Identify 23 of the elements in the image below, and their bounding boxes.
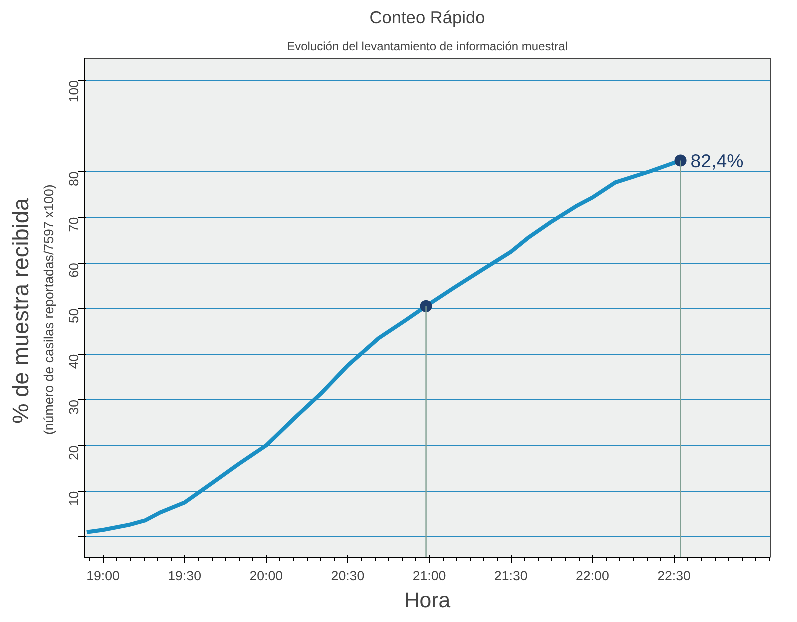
y-tick-label: 10 — [66, 491, 82, 506]
x-tick-label: 20:30 — [331, 568, 365, 584]
y-tick-label: 20 — [66, 446, 82, 460]
y-tick-label: 30 — [66, 400, 82, 415]
y-tick-label: 100 — [66, 80, 82, 103]
x-tick-label: 20:00 — [250, 568, 284, 584]
text: (número de casilas reportadas/7597 x100) — [42, 184, 56, 436]
y-tick-label: 60 — [66, 263, 82, 278]
x-tick-label: 22:30 — [658, 568, 691, 584]
x-tick-label: 22:00 — [576, 568, 610, 584]
chart-subtitle: Evolución del levantamiento de información muestral — [287, 40, 568, 54]
y-tick-label: 80 — [66, 172, 82, 187]
x-tick-label: 19:00 — [86, 568, 120, 584]
x-tick-label: 21:00 — [412, 568, 446, 584]
y-tick-label: 50 — [66, 308, 82, 324]
y-tick-label: 70 — [66, 217, 82, 232]
x-tick-label: 19:30 — [168, 568, 202, 584]
y-axis-title: % de muestra recibida — [8, 198, 34, 424]
y-tick-label: 40 — [66, 354, 82, 370]
chart-title: Conteo Rápido — [370, 8, 486, 28]
annotation: 82,4% — [690, 150, 744, 172]
x-axis-title: Hora — [404, 588, 451, 612]
x-tick-label: 21:30 — [494, 568, 528, 584]
